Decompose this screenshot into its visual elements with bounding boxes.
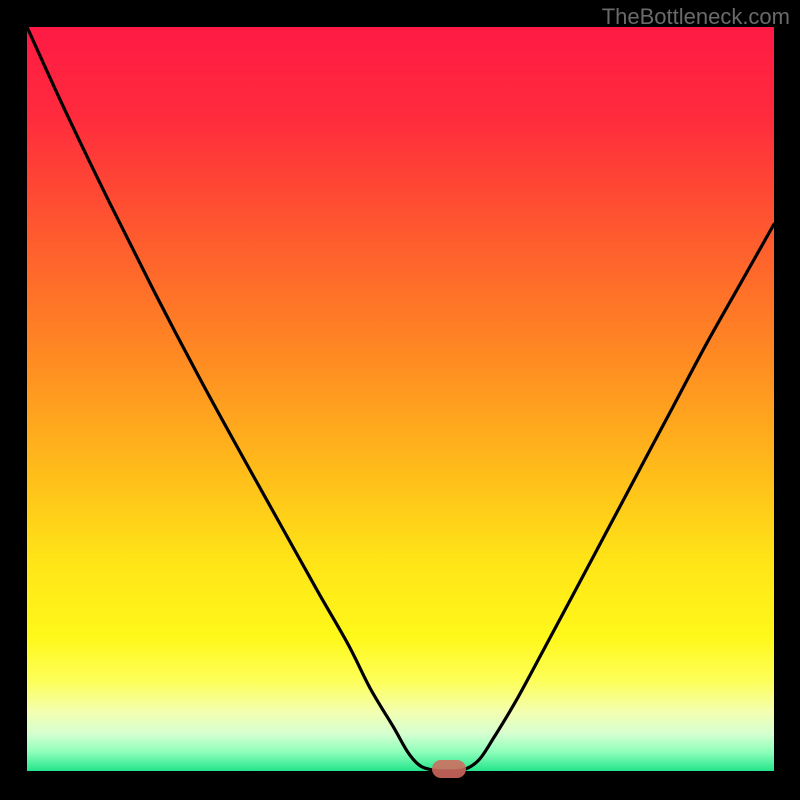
optimal-point-marker [432, 760, 466, 778]
plot-area [27, 27, 774, 771]
watermark-text: TheBottleneck.com [602, 4, 790, 30]
bottleneck-curve [27, 27, 774, 771]
